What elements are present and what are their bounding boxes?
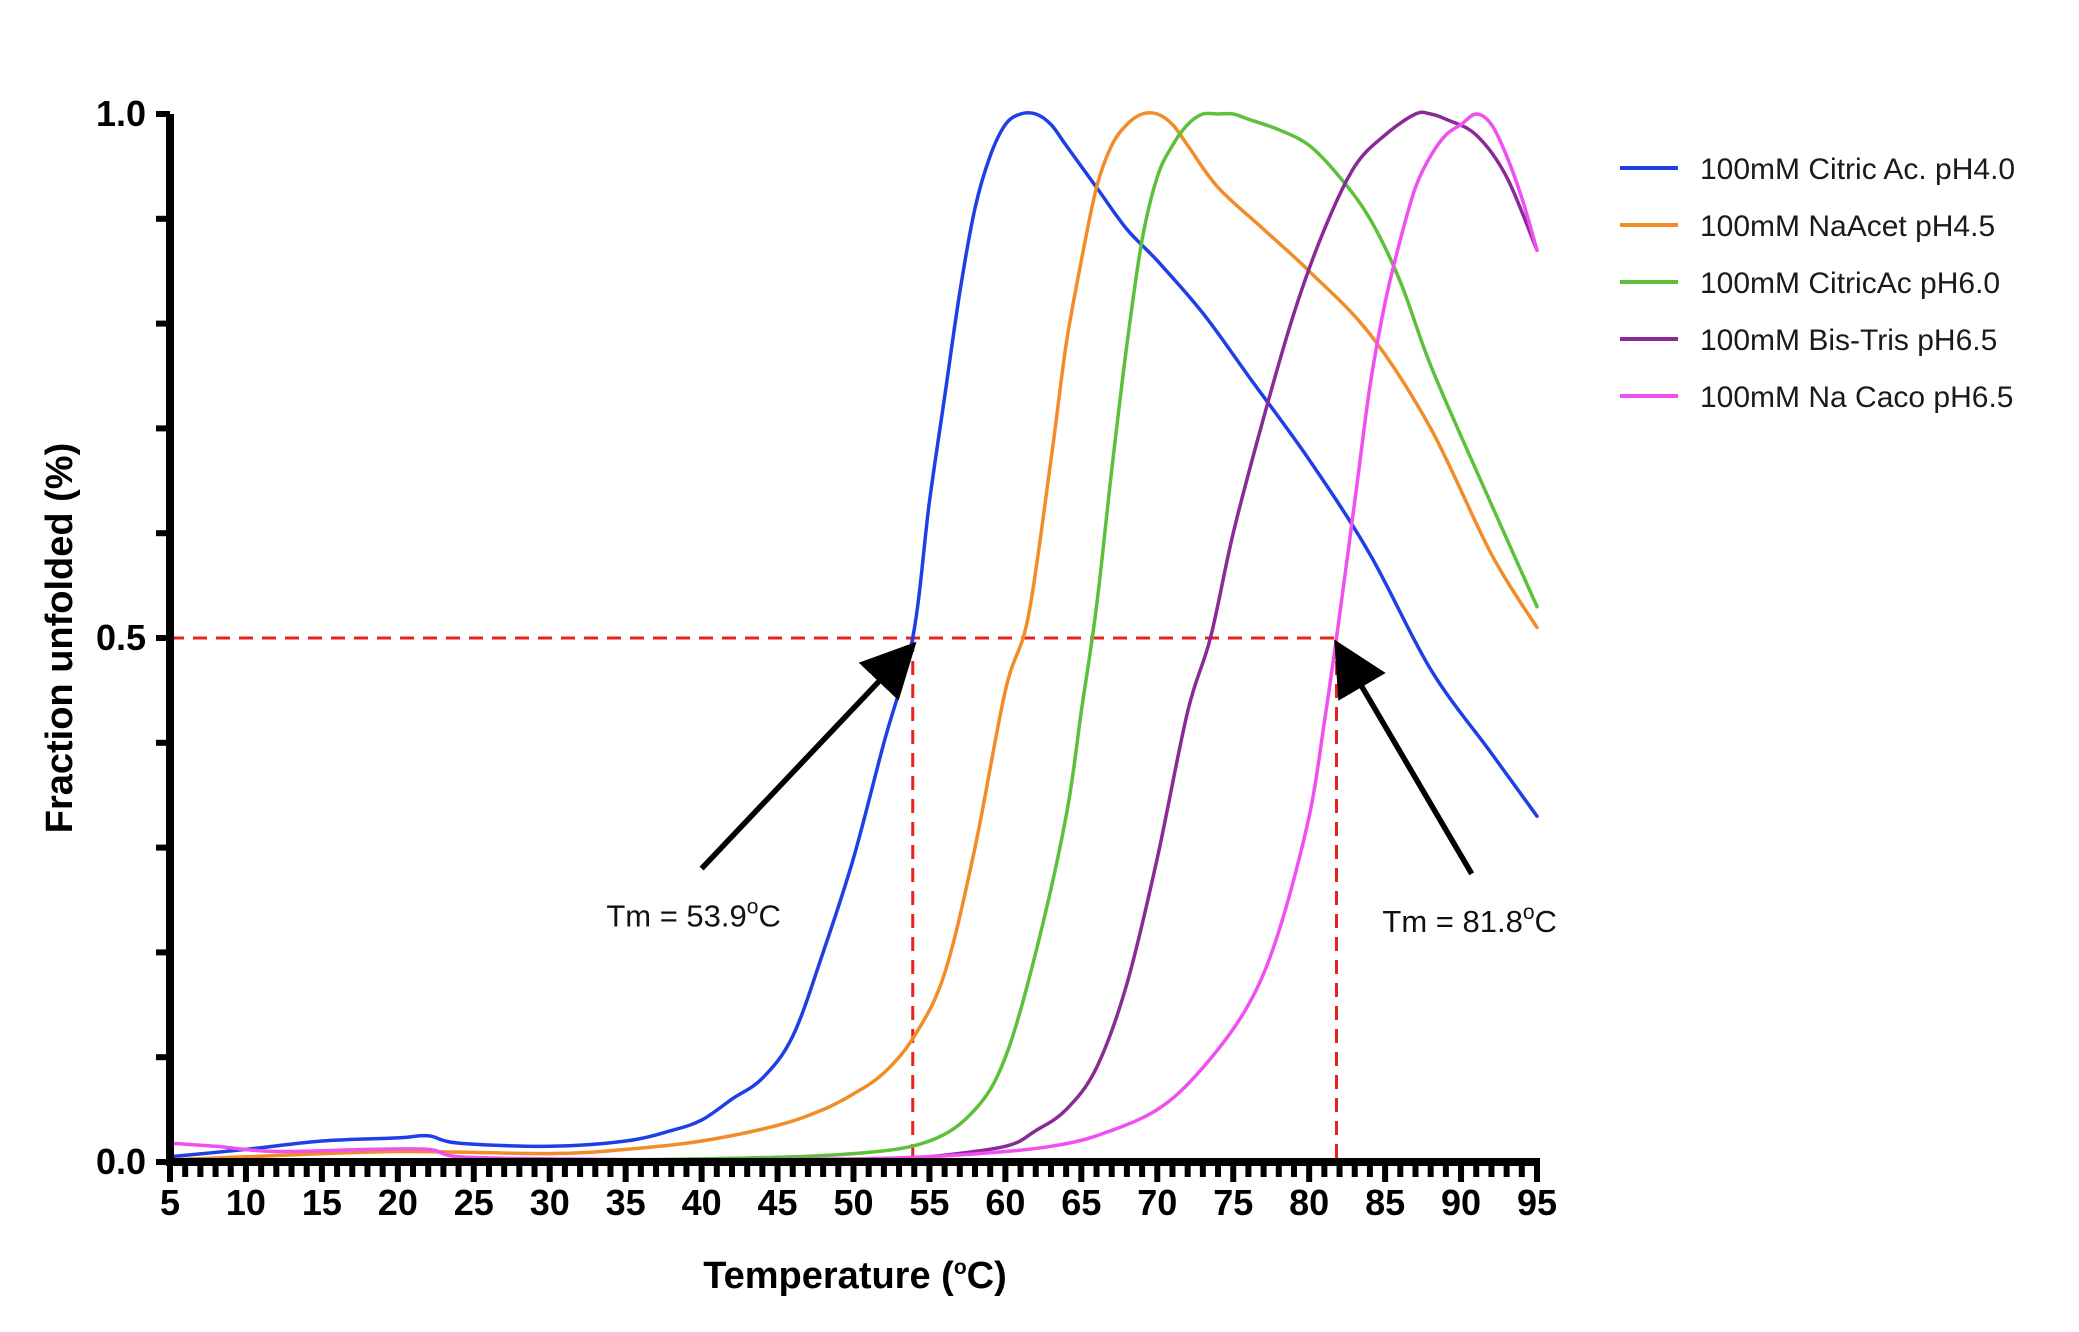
x-tick-label: 40: [682, 1182, 722, 1223]
x-ticks: 5 10 15 20 25 30 35 40 45 50 55 60 65 70 75 80 85 90 95: [160, 1162, 1557, 1223]
series-line-1: [168, 110, 1539, 1159]
tm-arrow-1: [699, 641, 917, 871]
y-tick-label: 1.0: [96, 93, 146, 134]
x-tick-label: 60: [985, 1182, 1025, 1223]
tm-arrow-2: [1334, 639, 1475, 876]
x-tick-label: 30: [530, 1182, 570, 1223]
x-tick-label: 70: [1137, 1182, 1177, 1223]
x-tick-label: 55: [909, 1182, 949, 1223]
tm-label-degree-sup: o: [747, 896, 759, 919]
y-tick-label: 0.5: [96, 617, 146, 658]
x-axis-title: Temperature (oC): [703, 1255, 1007, 1297]
x-tick-label: 10: [226, 1182, 266, 1223]
x-axis-title-text: Temperature: [703, 1255, 930, 1297]
y-ticks: 0.0 0.5 1.0: [96, 93, 170, 1182]
x-tick-label: 50: [833, 1182, 873, 1223]
tm-label-1: Tm = 53.9oC: [606, 896, 781, 934]
y-axis-title: Fraction unfolded (%): [39, 443, 81, 834]
tm-label-text: Tm = 81.8: [1382, 904, 1522, 939]
tm-label-text: Tm = 53.9: [606, 899, 746, 934]
tm-label-2: Tm = 81.8oC: [1382, 901, 1557, 939]
x-tick-label: 35: [606, 1182, 646, 1223]
x-tick-label: 95: [1517, 1182, 1557, 1223]
legend-label-1: 100mM Citric Ac. pH4.0: [1700, 153, 2015, 186]
tm-label-degree-sup: o: [1523, 901, 1535, 924]
x-tick-label: 5: [160, 1182, 180, 1223]
series-line-3: [168, 111, 1539, 1164]
x-axis-unit-close: C): [967, 1255, 1007, 1297]
legend-label-3: 100mM CitricAc pH6.0: [1700, 267, 2000, 300]
legend: 100mM Citric Ac. pH4.0 100mM NaAcet pH4.5…: [1620, 153, 2015, 414]
x-axis-unit-sup: o: [954, 1256, 967, 1279]
x-tick-label: 75: [1213, 1182, 1253, 1223]
tm-label-unit: C: [758, 899, 780, 934]
series-lines: [168, 110, 1539, 1165]
x-axis-unit-open: (: [941, 1255, 954, 1297]
x-tick-label: 25: [454, 1182, 494, 1223]
x-tick-label: 20: [378, 1182, 418, 1223]
x-tick-label: 15: [302, 1182, 342, 1223]
x-tick-label: 90: [1441, 1182, 1481, 1223]
x-tick-label: 65: [1061, 1182, 1101, 1223]
series-line-2: [168, 110, 1539, 1162]
legend-label-5: 100mM Na Caco pH6.5: [1700, 381, 2013, 414]
reference-lines: [170, 636, 1339, 1162]
x-tick-label: 45: [758, 1182, 798, 1223]
y-tick-label: 0.0: [96, 1141, 146, 1182]
annotations: Tm = 53.9oC Tm = 81.8oC: [606, 639, 1557, 939]
tm-label-unit: C: [1535, 904, 1557, 939]
legend-label-4: 100mM Bis-Tris pH6.5: [1700, 324, 1997, 357]
x-tick-label: 80: [1289, 1182, 1329, 1223]
legend-label-2: 100mM NaAcet pH4.5: [1700, 210, 1995, 243]
x-tick-label: 85: [1365, 1182, 1405, 1223]
